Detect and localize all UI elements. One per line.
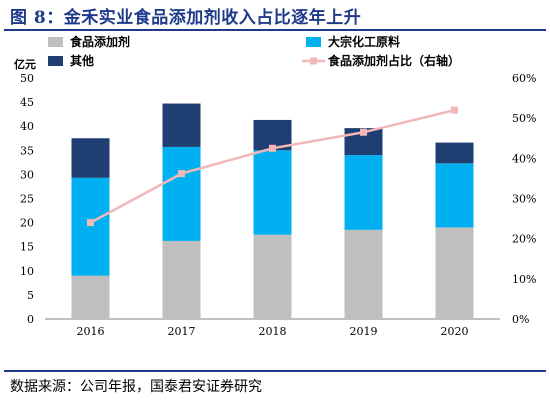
y-left-tick-label: 50 xyxy=(20,72,34,85)
bar-segment xyxy=(71,275,110,319)
y-right-tick-label: 10% xyxy=(512,273,536,286)
share-point xyxy=(451,106,458,114)
bar-segment xyxy=(344,155,383,230)
bar-segment xyxy=(71,138,110,178)
y-right-tick-label: 40% xyxy=(512,152,536,165)
bar-segment xyxy=(162,240,201,319)
source-note: 数据来源：公司年报，国泰君安证券研究 xyxy=(10,379,262,395)
bar-segment xyxy=(435,142,474,164)
y-left-tick-label: 20 xyxy=(20,217,34,230)
legend-label: 食品添加剂 xyxy=(69,34,130,49)
bar-segment xyxy=(344,229,383,319)
y-left-tick-label: 25 xyxy=(20,193,34,206)
y-right-tick-label: 20% xyxy=(512,233,536,246)
legend-swatch xyxy=(48,37,63,47)
x-tick-label: 2020 xyxy=(441,325,469,338)
share-point xyxy=(360,128,367,136)
legend-swatch xyxy=(306,37,321,47)
chart-axes: 0 5 10 15 20 25 30 35 40 45 50 0% 10% 20% 30% 40% 50% 60%… xyxy=(20,72,536,338)
y-left-tick-label: 45 xyxy=(20,96,34,109)
bottom-divider xyxy=(4,370,546,372)
share-point xyxy=(87,219,94,227)
legend-swatch xyxy=(48,56,63,66)
y-right-tick-label: 50% xyxy=(512,112,536,125)
y-right-tick-label: 60% xyxy=(512,72,536,85)
bar-segment xyxy=(162,103,201,147)
bar-segment xyxy=(435,163,474,228)
title-bar: 图 8：金禾实业食品添加剂收入占比逐年上升 xyxy=(0,0,550,31)
y-left-tick-label: 35 xyxy=(20,144,34,157)
y-right-tick-label: 0% xyxy=(512,313,529,326)
bar-segment xyxy=(253,234,292,319)
share-point xyxy=(269,144,276,152)
x-tick-label: 2016 xyxy=(77,325,105,338)
left-axis-unit: 亿元 xyxy=(14,57,36,71)
legend-label: 其他 xyxy=(70,53,94,68)
y-left-tick-label: 5 xyxy=(27,289,34,302)
legend-marker xyxy=(310,57,317,65)
x-tick-label: 2017 xyxy=(168,325,196,338)
y-left-tick-label: 15 xyxy=(20,241,34,254)
x-tick-label: 2019 xyxy=(350,325,378,338)
bar-segment xyxy=(162,146,201,241)
bar-series xyxy=(71,103,474,319)
line-series xyxy=(87,106,458,227)
y-left-tick-label: 30 xyxy=(20,168,34,181)
bar-segment xyxy=(71,177,110,276)
bar-segment xyxy=(435,227,474,319)
title-divider xyxy=(4,29,546,31)
y-left-tick-label: 10 xyxy=(20,265,34,278)
y-left-tick-label: 40 xyxy=(20,120,34,133)
y-right-tick-label: 30% xyxy=(512,193,536,206)
y-left-tick-label: 0 xyxy=(27,313,34,326)
share-point xyxy=(178,170,185,178)
legend-label: 食品添加剂占比（右轴） xyxy=(327,53,460,68)
x-tick-label: 2018 xyxy=(259,325,287,338)
figure-title: 图 8：金禾实业食品添加剂收入占比逐年上升 xyxy=(10,8,362,28)
bar-segment xyxy=(253,150,292,235)
legend-label: 大宗化工原料 xyxy=(328,34,400,49)
